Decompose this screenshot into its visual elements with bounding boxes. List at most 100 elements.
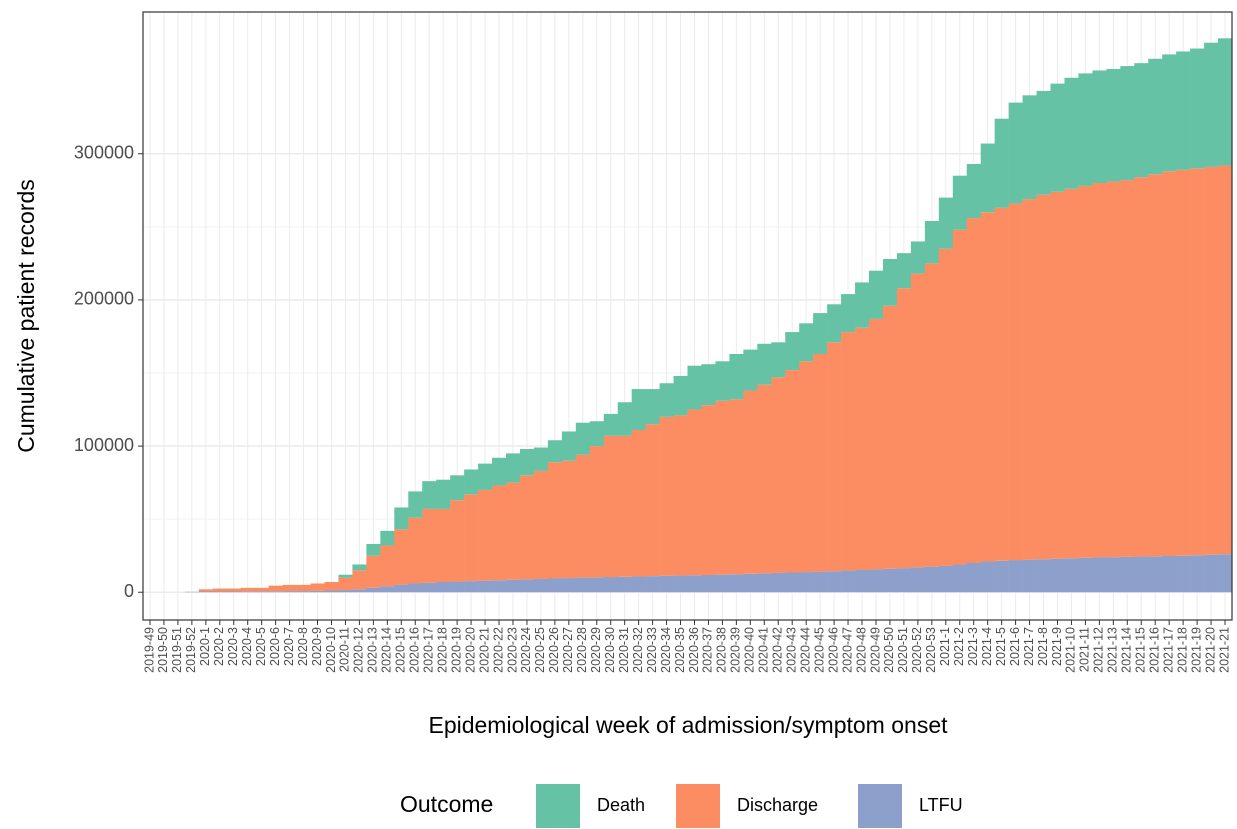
bar-segment bbox=[910, 241, 926, 274]
bar-segment bbox=[492, 457, 507, 486]
bar-segment bbox=[631, 430, 646, 577]
bar-segment bbox=[910, 273, 926, 568]
x-tick-label: 2021-18 bbox=[1175, 627, 1189, 673]
bar-segment bbox=[338, 590, 353, 593]
x-tick-label: 2020-38 bbox=[715, 627, 729, 673]
bar-segment bbox=[827, 571, 842, 593]
bar-segment bbox=[254, 587, 269, 592]
bar-segment bbox=[422, 508, 437, 583]
bar-segment bbox=[687, 365, 702, 410]
bar-segment bbox=[869, 270, 884, 319]
bar-segment bbox=[450, 475, 465, 501]
x-tick-label: 2020-22 bbox=[491, 627, 505, 673]
bar-segment bbox=[1050, 191, 1065, 559]
x-tick-label: 2020-48 bbox=[854, 627, 868, 673]
bar-segment bbox=[1120, 556, 1135, 593]
bar-segment bbox=[1064, 77, 1079, 189]
x-tick-label: 2020-12 bbox=[352, 627, 366, 673]
bar-segment bbox=[1022, 95, 1037, 200]
bar-segment bbox=[352, 570, 367, 590]
bar-segment bbox=[436, 582, 451, 593]
x-tick-label: 2021-5 bbox=[994, 627, 1008, 666]
bar-segment bbox=[1218, 554, 1233, 593]
x-tick-label: 2020-41 bbox=[757, 627, 771, 673]
bar-segment bbox=[226, 588, 242, 592]
bar-segment bbox=[603, 435, 618, 578]
bar-segment bbox=[631, 576, 646, 593]
bar-segment bbox=[506, 579, 521, 593]
x-tick-label: 2020-1 bbox=[198, 627, 212, 666]
bar-segment bbox=[198, 589, 214, 592]
bar-segment bbox=[1106, 557, 1121, 593]
bar-segment bbox=[994, 118, 1009, 208]
x-tick-label: 2020-40 bbox=[743, 627, 757, 673]
bar-segment bbox=[408, 517, 423, 584]
bar-segment bbox=[1078, 73, 1093, 186]
bar-segment bbox=[813, 313, 828, 354]
bar-segment bbox=[827, 304, 842, 343]
x-tick-label: 2021-10 bbox=[1064, 627, 1078, 673]
x-tick-label: 2021-20 bbox=[1203, 627, 1217, 673]
x-tick-label: 2020-43 bbox=[785, 627, 799, 673]
x-tick-label: 2020-21 bbox=[477, 627, 491, 673]
bar-segment bbox=[1064, 188, 1079, 559]
bar-segment bbox=[1036, 90, 1051, 195]
x-axis-title: Epidemiological week of admission/sympto… bbox=[428, 712, 948, 738]
x-tick-label: 2020-2 bbox=[212, 627, 226, 666]
x-tick-label: 2020-10 bbox=[324, 627, 338, 673]
bar-segment bbox=[1148, 58, 1163, 175]
bar-segment bbox=[450, 581, 465, 593]
bar-segment bbox=[254, 591, 269, 593]
bar-segment bbox=[575, 577, 591, 593]
bar-segment bbox=[1204, 166, 1219, 555]
y-tick-label: 200000 bbox=[74, 289, 134, 309]
bar-segment bbox=[1092, 70, 1107, 183]
x-tick-label: 2020-36 bbox=[687, 627, 701, 673]
bar-segment bbox=[896, 288, 912, 569]
bar-segment bbox=[855, 282, 870, 328]
bar-segment bbox=[1218, 165, 1233, 555]
x-tick-label: 2020-5 bbox=[254, 627, 268, 666]
bar-segment bbox=[966, 164, 981, 219]
bar-segment bbox=[338, 577, 353, 591]
x-tick-label: 2019-50 bbox=[156, 627, 170, 673]
bar-segment bbox=[952, 229, 968, 565]
x-tick-label: 2020-9 bbox=[310, 627, 324, 666]
bar-segment bbox=[478, 463, 493, 490]
bar-segment bbox=[282, 584, 297, 592]
bar-segment bbox=[492, 580, 507, 593]
bar-segment bbox=[296, 591, 311, 593]
bar-segment bbox=[938, 248, 954, 566]
bar-segment bbox=[743, 390, 758, 574]
bar-segment bbox=[701, 364, 716, 406]
x-tick-label: 2020-42 bbox=[771, 627, 785, 673]
bar-segment bbox=[547, 578, 563, 593]
x-tick-label: 2020-26 bbox=[547, 627, 561, 673]
bar-segment bbox=[310, 583, 325, 591]
bar-segment bbox=[924, 263, 940, 567]
plot-border bbox=[142, 11, 1233, 621]
x-tick-label: 2020-16 bbox=[408, 627, 422, 673]
bar-segment bbox=[659, 575, 674, 593]
bar-segment bbox=[1008, 560, 1023, 593]
bar-segment bbox=[1190, 168, 1205, 556]
bar-segment bbox=[1008, 203, 1023, 561]
bar-segment bbox=[896, 253, 912, 289]
x-tick-label: 2020-30 bbox=[603, 627, 617, 673]
bar-segment bbox=[422, 481, 437, 509]
bar-segment bbox=[1162, 555, 1177, 593]
x-tick-label: 2020-17 bbox=[422, 627, 436, 673]
bar-segment bbox=[855, 570, 870, 593]
bar-segment bbox=[533, 578, 549, 593]
bar-segment bbox=[1050, 83, 1065, 192]
bar-segment bbox=[701, 574, 716, 593]
bar-segment bbox=[1134, 63, 1149, 178]
x-tick-label: 2020-53 bbox=[924, 627, 938, 673]
bar-segment bbox=[1078, 557, 1093, 593]
bar-segment bbox=[408, 583, 423, 593]
bar-segment bbox=[938, 197, 954, 249]
x-tick-label: 2021-1 bbox=[938, 627, 952, 666]
legend-swatch bbox=[858, 784, 902, 828]
bar-segment bbox=[464, 469, 479, 495]
